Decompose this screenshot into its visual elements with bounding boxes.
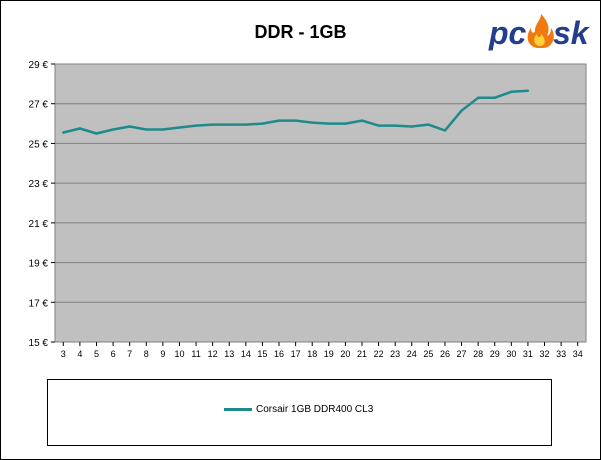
grid-lines: [55, 63, 586, 303]
data-point: [443, 129, 447, 132]
x-tick-label: 31: [523, 349, 533, 359]
data-point: [244, 123, 248, 126]
x-tick-label: 19: [324, 349, 334, 359]
x-tick-label: 22: [374, 349, 384, 359]
data-point: [476, 96, 480, 99]
data-point: [111, 128, 115, 131]
pcosk-logo: pc sk: [488, 14, 591, 51]
y-tick-label: 19 €: [29, 259, 49, 270]
x-tick-label: 7: [127, 349, 132, 359]
x-tick-label: 34: [573, 349, 583, 359]
data-point: [377, 124, 380, 127]
x-tick-label: 13: [224, 349, 234, 359]
y-tick-label: 27 €: [29, 100, 49, 111]
data-point: [526, 89, 530, 93]
data-point: [228, 123, 231, 126]
data-point: [261, 122, 264, 125]
y-tick-label: 15 €: [29, 338, 49, 349]
chart-title: DDR - 1GB: [254, 22, 347, 42]
data-point: [393, 124, 397, 127]
legend-label: Corsair 1GB DDR400 CL3: [256, 404, 374, 415]
x-tick-label: 24: [407, 349, 417, 359]
x-tick-label: 18: [307, 349, 317, 359]
x-tick-label: 5: [94, 349, 99, 359]
data-point: [410, 125, 413, 128]
x-tick-label: 9: [160, 349, 165, 359]
x-tick-label: 28: [473, 349, 483, 359]
data-point: [128, 125, 131, 128]
data-point: [178, 126, 181, 129]
legend-entry: Corsair 1GB DDR400 CL3: [224, 404, 373, 415]
legend: Corsair 1GB DDR400 CL3: [47, 379, 552, 446]
data-point: [360, 119, 364, 122]
data-point: [95, 132, 98, 135]
y-tick-label: 25 €: [29, 139, 49, 150]
y-axis-ticks: 15 € 17 € 19 € 21 € 23 € 25 € 27 € 29 €: [29, 60, 55, 349]
y-tick-label: 29 €: [29, 60, 49, 71]
x-tick-label: 12: [208, 349, 218, 359]
data-point: [327, 122, 330, 125]
x-tick-label: 11: [191, 349, 200, 359]
logo-text-left: pc: [488, 15, 527, 51]
data-point: [311, 121, 314, 124]
data-point: [294, 119, 297, 122]
data-point: [145, 128, 148, 131]
x-tick-label: 21: [357, 349, 367, 359]
data-point: [62, 131, 65, 134]
x-tick-label: 8: [144, 349, 149, 359]
data-point: [510, 90, 513, 94]
data-point: [211, 123, 214, 126]
x-tick-label: 16: [274, 349, 284, 359]
data-point: [277, 119, 281, 122]
x-tick-label: 4: [77, 349, 82, 359]
x-tick-label: 25: [423, 349, 433, 359]
x-tick-label: 30: [506, 349, 516, 359]
x-tick-label: 10: [174, 349, 184, 359]
plot-area: [54, 63, 587, 343]
x-tick-label: 6: [111, 349, 116, 359]
x-axis-ticks: 3 4 5 6 7 8 9 10 11 12 13 14 15 16 17 18 19 20 21 22 23 24 25 2…: [61, 342, 583, 359]
x-tick-label: 15: [257, 349, 267, 359]
data-point: [344, 122, 347, 125]
data-point: [493, 96, 496, 99]
y-tick-label: 21 €: [29, 219, 49, 230]
flame-icon: [527, 14, 554, 48]
x-tick-label: 27: [457, 349, 467, 359]
data-point: [427, 123, 430, 126]
series-layer: [62, 89, 530, 135]
data-point: [78, 127, 82, 130]
x-tick-label: 20: [340, 349, 350, 359]
legend-swatch: [224, 408, 252, 411]
logo-text-right: sk: [553, 15, 591, 51]
y-tick-label: 23 €: [29, 179, 49, 190]
x-tick-label: 23: [390, 349, 400, 359]
x-tick-label: 26: [440, 349, 450, 359]
x-tick-label: 3: [61, 349, 66, 359]
x-tick-label: 32: [540, 349, 550, 359]
x-tick-label: 14: [241, 349, 251, 359]
x-tick-label: 33: [556, 349, 566, 359]
x-tick-label: 29: [490, 349, 500, 359]
data-point: [161, 128, 165, 131]
x-tick-label: 17: [291, 349, 301, 359]
data-point: [460, 109, 463, 112]
y-tick-label: 17 €: [29, 298, 49, 309]
data-point: [194, 124, 198, 127]
